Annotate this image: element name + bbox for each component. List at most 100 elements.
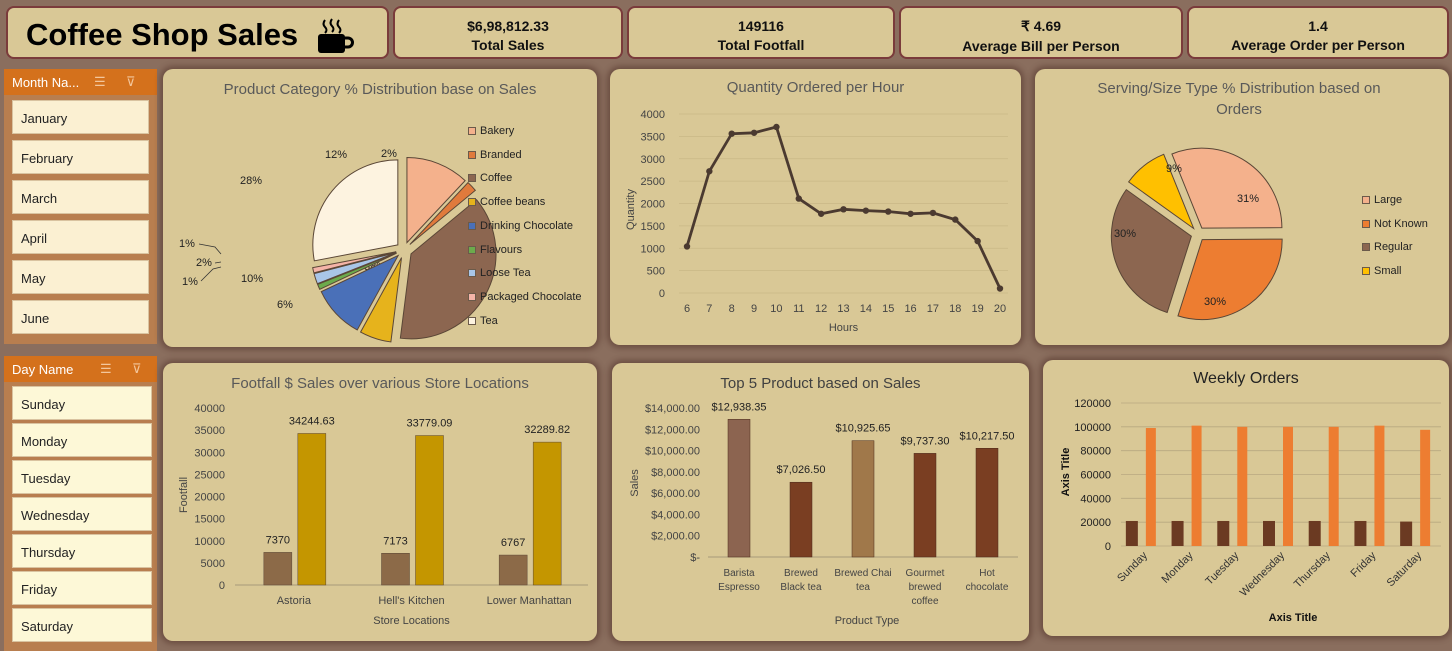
pie-slice-bakery — [406, 157, 466, 244]
day-slicer-header: Day Name ☰ ⊽ — [4, 356, 157, 382]
pie-slice-packaged-chocolate — [312, 251, 397, 274]
legend-swatch — [468, 316, 476, 325]
y-tick-label: $2,000.00 — [651, 531, 700, 543]
day-item-wednesday[interactable]: Wednesday — [12, 497, 152, 531]
bar-astoria — [263, 552, 293, 586]
weekly-orders-chart: 0 20000 40000 60000 80000 100000 120000 Sunday M… — [1060, 398, 1441, 624]
legend-swatch — [468, 198, 476, 207]
x-tick-label: 13 — [837, 303, 849, 315]
line-point — [773, 123, 780, 131]
kpi-total-footfall: 149116 Total Footfall — [627, 6, 895, 59]
y-tick-label: 2000 — [641, 199, 665, 211]
x-tick-label: Brewed — [784, 568, 818, 579]
legend-label: Small — [1374, 265, 1402, 278]
day-item-friday[interactable]: Friday — [12, 571, 152, 605]
y-tick-label: 20000 — [1080, 517, 1111, 529]
bar-brewed-chai-tea — [851, 440, 875, 558]
x-tick-label: 8 — [729, 303, 735, 315]
legend-swatch — [468, 221, 476, 230]
y-tick-label: 2500 — [641, 176, 665, 188]
day-item-thursday[interactable]: Thursday — [12, 534, 152, 568]
bar-data-label: 32289.82 — [524, 424, 570, 436]
month-slicer-header: Month Na... ☰ ⊽ — [4, 69, 157, 95]
bar-data-label: 33779.09 — [407, 418, 453, 430]
legend-swatch — [468, 150, 476, 159]
month-item-march[interactable]: March — [12, 180, 149, 214]
month-item-april[interactable]: April — [12, 220, 149, 254]
kpi-label: Total Sales — [471, 37, 545, 53]
legend-label: Regular — [1374, 241, 1413, 254]
clear-filter-icon[interactable]: ⊽ — [126, 74, 136, 89]
bar-data-label: $7,026.50 — [777, 464, 826, 476]
chart-title: Serving/Size Type % Distribution based o… — [1097, 80, 1381, 118]
x-tick-label: 11 — [793, 303, 804, 315]
legend-label: Not Known — [1374, 217, 1428, 230]
bar-sunday — [1145, 428, 1156, 546]
legend-item-coffee-beans: Coffee beans — [468, 196, 545, 208]
day-item-saturday[interactable]: Saturday — [12, 608, 152, 642]
quantity-per-hour-panel: Quantity Ordered per Hour 0 500 1000 1500 20… — [610, 69, 1021, 345]
pie-data-label: 12% — [325, 149, 347, 161]
pie-data-label: 1% — [182, 276, 198, 288]
legend-item-bakery: Bakery — [468, 125, 514, 137]
bar-thursday — [1328, 426, 1339, 546]
x-tick-label: 19 — [972, 303, 984, 315]
legend-swatch — [468, 245, 476, 254]
weekly-orders-panel: Weekly Orders 0 20000 40000 60000 80000 10000… — [1043, 360, 1449, 636]
bar-wednesday — [1283, 426, 1293, 546]
chart-title: Footfall $ Sales over various Store Loca… — [231, 375, 529, 392]
month-item-may[interactable]: May — [12, 260, 149, 294]
month-item-january[interactable]: January — [12, 100, 149, 134]
x-tick-label: chocolate — [966, 582, 1009, 593]
y-tick-label: 80000 — [1080, 446, 1111, 458]
product-category-pie: 12%2%38%6%10%1%2%1%28% — [179, 148, 497, 343]
legend-label: Tea — [480, 314, 498, 327]
multi-select-icon[interactable]: ☰ — [100, 361, 112, 376]
store-locations-chart: 0 5000 10000 15000 20000 25000 30000 35000 40000… — [178, 403, 588, 627]
kpi-label: Total Footfall — [717, 37, 805, 53]
day-item-sunday[interactable]: Sunday — [12, 386, 152, 420]
bar-friday — [1354, 520, 1367, 546]
y-axis-title: Sales — [629, 469, 641, 497]
x-axis-title: Store Locations — [373, 615, 450, 627]
y-tick-label: 20000 — [194, 492, 225, 504]
bar-hell-s-kitchen — [381, 553, 410, 586]
chart-title: Weekly Orders — [1193, 370, 1299, 387]
y-tick-label: 25000 — [194, 469, 225, 481]
line-point — [885, 208, 892, 215]
day-item-monday[interactable]: Monday — [12, 423, 152, 457]
x-tick-label: Brewed Chai — [834, 568, 891, 579]
y-tick-label: $6,000.00 — [651, 488, 700, 500]
legend-label: Large — [1374, 194, 1403, 206]
legend-item-packaged-chocolate: Packaged Chocolate — [468, 291, 582, 303]
top-products-chart: $- $2,000.00 $4,000.00 $6,000.00 $8,000.00 $1… — [629, 401, 1018, 627]
y-tick-label: $14,000.00 — [645, 403, 700, 415]
y-axis-title: Footfall — [178, 477, 190, 513]
bar-data-label: 7173 — [383, 535, 407, 547]
bar-wednesday — [1263, 520, 1275, 546]
legend-label: Coffee beans — [480, 196, 546, 209]
x-tick-label: brewed — [909, 582, 942, 593]
multi-select-icon[interactable]: ☰ — [94, 74, 106, 89]
x-tick-label: 7 — [706, 303, 712, 315]
x-tick-label: Barista — [723, 568, 755, 579]
x-tick-label: Tuesday — [1203, 549, 1241, 587]
y-axis-title: Axis Title — [1060, 448, 1072, 497]
month-item-february[interactable]: February — [12, 140, 149, 174]
clear-filter-icon[interactable]: ⊽ — [132, 361, 142, 376]
y-tick-label: $10,000.00 — [645, 446, 700, 458]
kpi-label: Average Bill per Person — [962, 38, 1120, 54]
bar-sunday — [1125, 520, 1138, 546]
bar-monday — [1191, 425, 1202, 546]
line-point — [862, 207, 870, 214]
bar-tuesday — [1237, 426, 1248, 546]
month-item-june[interactable]: June — [12, 300, 149, 334]
y-tick-label: $8,000.00 — [651, 467, 700, 479]
x-tick-label: 12 — [815, 303, 827, 315]
pie-data-label: 10% — [241, 273, 263, 285]
y-tick-label: $- — [690, 552, 700, 564]
day-item-tuesday[interactable]: Tuesday — [12, 460, 152, 494]
x-tick-label: Espresso — [718, 582, 760, 593]
x-tick-label: 14 — [860, 303, 872, 315]
store-locations-panel: Footfall $ Sales over various Store Loca… — [163, 363, 597, 641]
